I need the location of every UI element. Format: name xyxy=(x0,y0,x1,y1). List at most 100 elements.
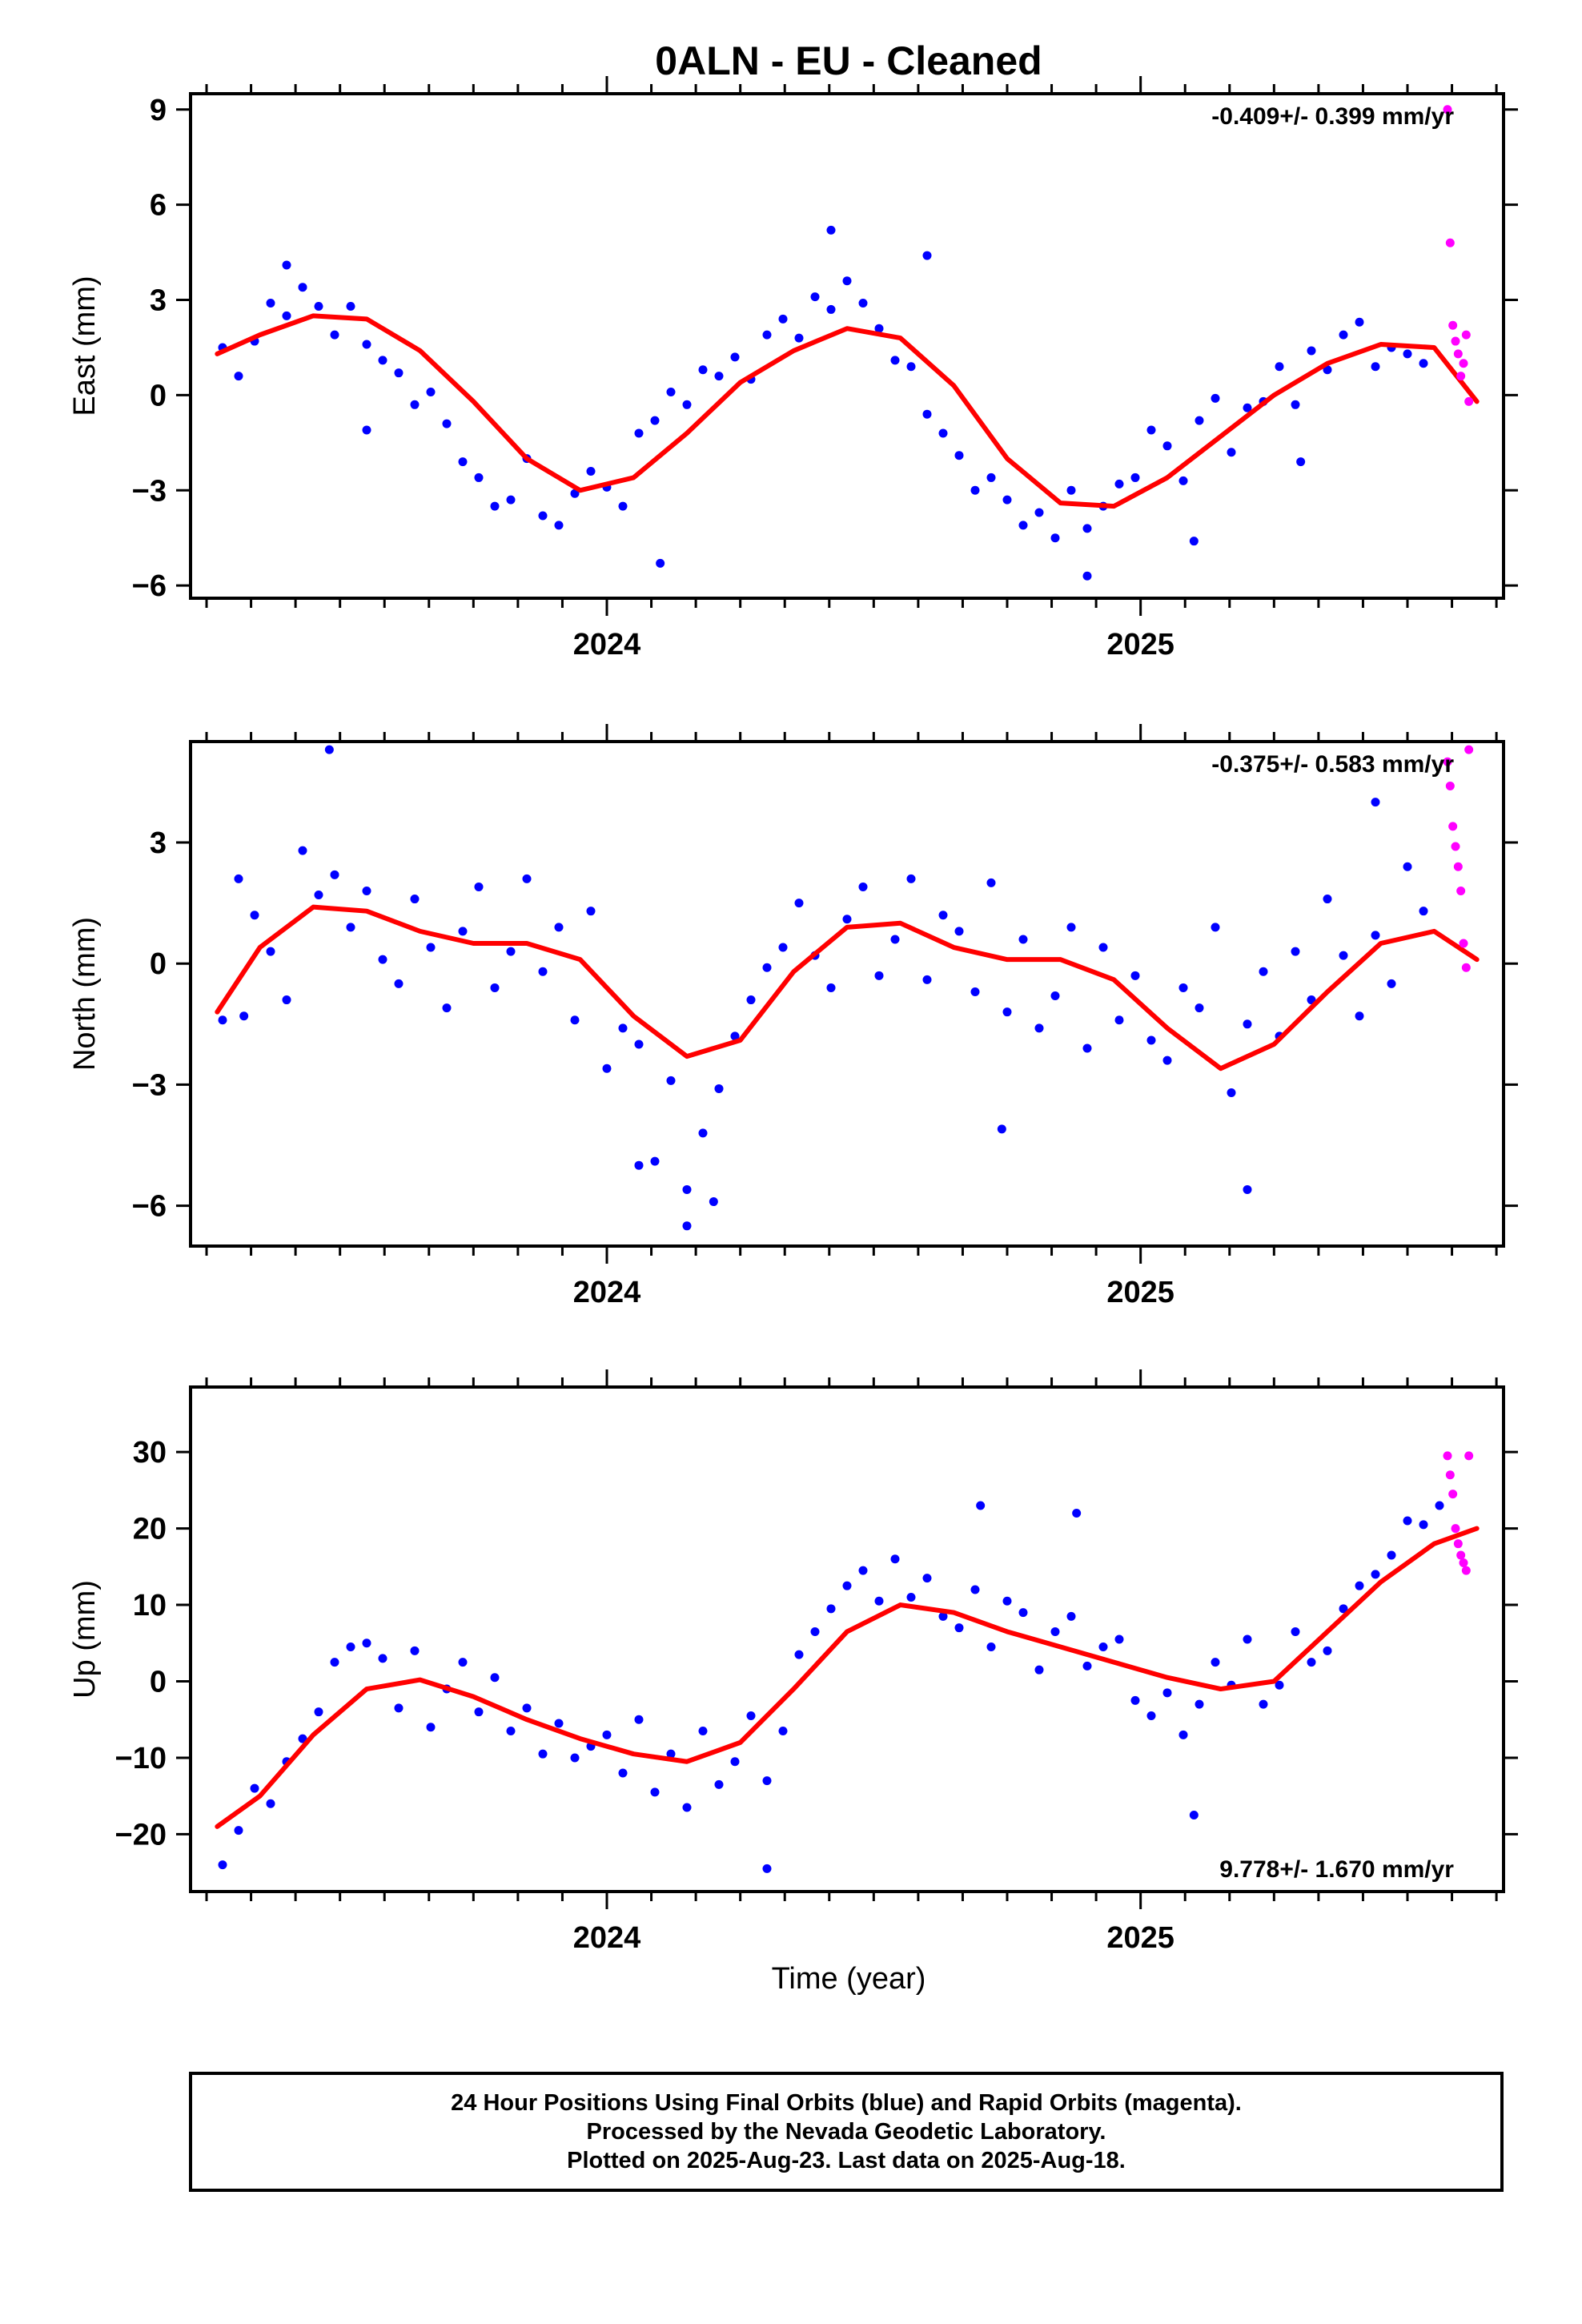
north-final-point xyxy=(314,891,323,900)
up-final-point xyxy=(346,1642,355,1652)
up-final-point xyxy=(906,1593,916,1602)
east-final-point xyxy=(426,387,436,396)
north-final-point xyxy=(1371,931,1380,940)
east-final-point xyxy=(1275,362,1284,372)
north-plot-frame xyxy=(189,740,1505,1248)
up-final-point xyxy=(1162,1688,1172,1698)
east-final-point xyxy=(1419,359,1428,368)
east-final-point xyxy=(1195,416,1204,425)
north-final-point xyxy=(634,1160,644,1170)
up-final-point xyxy=(266,1799,275,1808)
up-final-point xyxy=(1034,1665,1044,1675)
east-final-point xyxy=(330,330,339,340)
east-final-point xyxy=(1130,472,1140,482)
north-final-point xyxy=(906,874,916,883)
north-final-point xyxy=(714,1084,724,1093)
up-plot-frame xyxy=(189,1385,1505,1893)
north-final-point xyxy=(1098,943,1108,952)
east-rapid-point xyxy=(1453,349,1463,359)
east-final-point xyxy=(618,501,628,511)
east-final-point xyxy=(698,365,708,375)
east-final-point xyxy=(1403,349,1412,359)
north-final-point xyxy=(1371,798,1380,807)
north-final-point xyxy=(698,1128,708,1138)
up-final-point xyxy=(602,1730,612,1739)
east-final-point xyxy=(442,419,452,428)
north-final-point xyxy=(234,874,243,883)
up-final-point xyxy=(730,1757,740,1767)
north-final-point xyxy=(346,923,355,932)
north-final-point xyxy=(362,886,371,895)
east-final-point xyxy=(1050,533,1060,543)
north-panel: 2024 2025 −6 −3 0 3 North (mm) -0.375+/- 0.583 … xyxy=(68,724,1518,1309)
up-x-tick-label: 2024 xyxy=(573,1921,641,1955)
north-final-point xyxy=(1018,935,1028,944)
east-final-point xyxy=(938,428,948,438)
up-final-point xyxy=(250,1783,259,1793)
east-final-point xyxy=(890,356,900,365)
east-final-point xyxy=(986,472,996,482)
north-final-point xyxy=(634,1039,644,1049)
east-final-point xyxy=(1082,571,1092,581)
up-y-axis-label: Up (mm) xyxy=(68,1580,102,1699)
up-final-point xyxy=(1435,1501,1444,1510)
north-final-point xyxy=(746,995,756,1005)
east-final-point xyxy=(634,428,644,438)
up-final-point xyxy=(218,1860,227,1870)
up-final-point xyxy=(410,1646,420,1655)
up-rapid-point xyxy=(1461,1566,1471,1575)
east-rapid-point xyxy=(1464,396,1474,406)
east-final-point xyxy=(586,467,596,476)
north-final-point xyxy=(324,745,334,754)
up-final-point xyxy=(826,1604,836,1614)
up-final-point xyxy=(874,1596,884,1606)
east-final-point xyxy=(810,292,820,302)
east-final-point xyxy=(266,299,275,308)
up-y-tick-label: −10 xyxy=(115,1742,167,1775)
up-final-point xyxy=(554,1719,564,1728)
east-final-point xyxy=(666,387,676,396)
north-final-point xyxy=(794,899,804,908)
up-rapid-point xyxy=(1453,1539,1463,1549)
north-final-point xyxy=(1419,907,1428,916)
north-final-point xyxy=(490,983,500,992)
north-final-point xyxy=(986,878,996,887)
up-final-point xyxy=(522,1703,532,1713)
footer-line-3: Plotted on 2025-Aug-23. Last data on 202… xyxy=(567,2148,1126,2173)
north-final-point xyxy=(239,1011,249,1021)
north-final-point xyxy=(1195,1003,1204,1013)
north-final-point xyxy=(762,963,772,972)
up-final-point xyxy=(1178,1730,1188,1739)
up-final-point xyxy=(394,1703,404,1713)
up-final-point xyxy=(810,1626,820,1636)
north-final-point xyxy=(250,911,259,920)
east-final-point xyxy=(1243,403,1252,412)
east-final-point xyxy=(682,400,692,409)
north-final-point xyxy=(378,955,387,964)
east-final-point xyxy=(1291,400,1300,409)
east-final-point xyxy=(506,495,516,505)
footer-line-1: 24 Hour Positions Using Final Orbits (bl… xyxy=(451,2090,1242,2116)
north-final-point xyxy=(282,995,291,1005)
up-final-point xyxy=(234,1826,243,1835)
east-y-tick-label: 0 xyxy=(150,379,167,412)
up-rapid-point xyxy=(1445,1470,1455,1480)
footer-line-2: Processed by the Nevada Geodetic Laborat… xyxy=(586,2119,1106,2145)
north-final-point xyxy=(666,1076,676,1085)
north-final-point xyxy=(1146,1035,1156,1045)
up-y-tick-label: 20 xyxy=(133,1513,167,1546)
east-final-point xyxy=(282,311,291,320)
east-final-point xyxy=(282,260,291,270)
up-final-point xyxy=(538,1749,548,1759)
east-final-point xyxy=(1307,346,1316,356)
north-final-point xyxy=(650,1156,660,1166)
east-final-point xyxy=(1296,457,1306,467)
north-final-point xyxy=(474,882,484,891)
north-final-point xyxy=(1259,967,1268,976)
east-final-point xyxy=(346,301,355,311)
north-final-point xyxy=(554,923,564,932)
east-y-tick-label: −6 xyxy=(132,569,167,603)
east-final-point xyxy=(906,362,916,372)
up-final-point xyxy=(1050,1626,1060,1636)
north-final-point xyxy=(938,911,948,920)
